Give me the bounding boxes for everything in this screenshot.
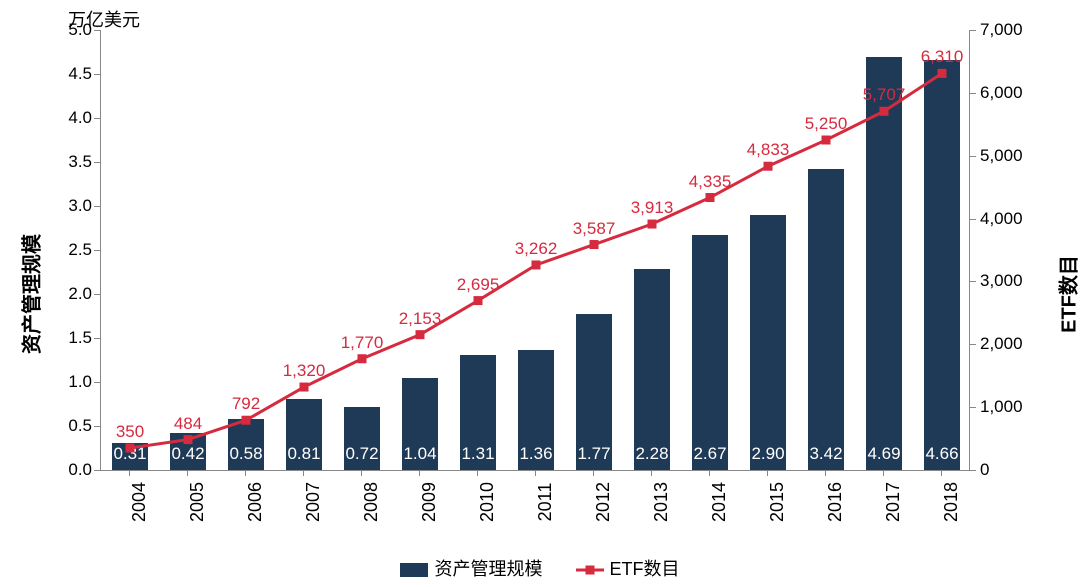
x-tick-label: 2009 — [419, 482, 440, 522]
x-tick-label: 2014 — [709, 482, 730, 522]
y2-tick-mark — [970, 470, 976, 471]
x-tick-label: 2007 — [303, 482, 324, 522]
x-tick-mark — [419, 470, 420, 476]
x-tick-mark — [129, 470, 130, 476]
legend: 资产管理规模 ETF数目 — [0, 555, 1080, 581]
y2-tick-mark — [970, 407, 976, 408]
y2-tick-mark — [970, 156, 976, 157]
y2-tick-label: 6,000 — [980, 83, 1040, 103]
line-value-label: 4,833 — [747, 140, 790, 160]
y2-tick-label: 5,000 — [980, 146, 1040, 166]
x-tick-mark — [941, 470, 942, 476]
line-value-label: 792 — [232, 394, 260, 414]
y1-tick-label: 1.0 — [42, 372, 92, 392]
x-tick-label: 2004 — [129, 482, 150, 522]
y2-tick-label: 3,000 — [980, 271, 1040, 291]
y1-tick-label: 2.5 — [42, 240, 92, 260]
y1-axis-label: 资产管理规模 — [16, 234, 45, 354]
y2-tick-mark — [970, 344, 976, 345]
x-tick-mark — [361, 470, 362, 476]
y2-tick-label: 2,000 — [980, 334, 1040, 354]
line-value-label: 484 — [174, 414, 202, 434]
x-tick-label: 2006 — [245, 482, 266, 522]
y1-tick-mark — [94, 206, 100, 207]
legend-label-line: ETF数目 — [610, 559, 680, 579]
line-value-label: 2,153 — [399, 309, 442, 329]
x-tick-mark — [535, 470, 536, 476]
x-tick-label: 2005 — [187, 482, 208, 522]
y1-tick-label: 3.5 — [42, 152, 92, 172]
legend-item-bars: 资产管理规模 — [400, 555, 542, 581]
line-value-label: 3,913 — [631, 198, 674, 218]
y1-tick-mark — [94, 382, 100, 383]
x-tick-label: 2012 — [593, 482, 614, 522]
y2-tick-label: 4,000 — [980, 209, 1040, 229]
y2-tick-label: 0 — [980, 460, 1040, 480]
y1-tick-label: 0.5 — [42, 416, 92, 436]
legend-swatch-bar — [400, 563, 428, 577]
y2-tick-mark — [970, 281, 976, 282]
x-tick-label: 2011 — [535, 483, 556, 522]
line-value-label: 1,320 — [283, 361, 326, 381]
line-labels-layer: 350 484 792 1,320 1,770 2,153 2,695 3,262 3,587 3… — [101, 30, 969, 470]
line-value-label: 6,310 — [921, 47, 964, 67]
x-tick-label: 2010 — [477, 482, 498, 522]
x-tick-mark — [651, 470, 652, 476]
y1-tick-mark — [94, 250, 100, 251]
y1-tick-label: 3.0 — [42, 196, 92, 216]
y1-tick-mark — [94, 294, 100, 295]
y2-tick-mark — [970, 219, 976, 220]
y1-tick-label: 1.5 — [42, 328, 92, 348]
line-value-label: 4,335 — [689, 172, 732, 192]
chart-container: 万亿美元 资产管理规模 ETF数目 0.310.420.580.810.721.… — [0, 0, 1080, 587]
x-tick-label: 2017 — [883, 482, 904, 522]
x-tick-mark — [477, 470, 478, 476]
plot-area: 0.310.420.580.810.721.041.311.361.772.28… — [100, 30, 970, 470]
y2-tick-label: 7,000 — [980, 20, 1040, 40]
y1-tick-mark — [94, 338, 100, 339]
line-value-label: 3,262 — [515, 239, 558, 259]
x-tick-mark — [883, 470, 884, 476]
y1-tick-label: 0.0 — [42, 460, 92, 480]
x-tick-mark — [825, 470, 826, 476]
legend-item-line: ETF数目 — [576, 555, 680, 581]
line-value-label: 1,770 — [341, 333, 384, 353]
line-value-label: 5,250 — [805, 114, 848, 134]
y2-tick-mark — [970, 93, 976, 94]
x-tick-label: 2018 — [941, 482, 962, 522]
line-value-label: 2,695 — [457, 275, 500, 295]
line-value-label: 5,707 — [863, 85, 906, 105]
line-value-label: 3,587 — [573, 219, 616, 239]
x-tick-mark — [767, 470, 768, 476]
x-tick-label: 2008 — [361, 482, 382, 522]
x-tick-label: 2015 — [767, 482, 788, 522]
y1-tick-mark — [94, 30, 100, 31]
y2-axis-label: ETF数目 — [1052, 255, 1080, 333]
x-tick-mark — [245, 470, 246, 476]
x-tick-mark — [187, 470, 188, 476]
y1-tick-mark — [94, 162, 100, 163]
y2-tick-mark — [970, 30, 976, 31]
y1-tick-label: 2.0 — [42, 284, 92, 304]
y1-tick-label: 5.0 — [42, 20, 92, 40]
x-tick-mark — [709, 470, 710, 476]
line-value-label: 350 — [116, 422, 144, 442]
x-tick-mark — [593, 470, 594, 476]
x-tick-label: 2013 — [651, 482, 672, 522]
legend-label-bars: 资产管理规模 — [434, 559, 542, 579]
y1-tick-mark — [94, 426, 100, 427]
y2-tick-label: 1,000 — [980, 397, 1040, 417]
y1-tick-mark — [94, 470, 100, 471]
y1-tick-mark — [94, 118, 100, 119]
x-tick-mark — [303, 470, 304, 476]
y1-tick-label: 4.5 — [42, 64, 92, 84]
x-tick-label: 2016 — [825, 482, 846, 522]
y1-tick-mark — [94, 74, 100, 75]
y1-tick-label: 4.0 — [42, 108, 92, 128]
legend-swatch-line — [576, 563, 604, 577]
